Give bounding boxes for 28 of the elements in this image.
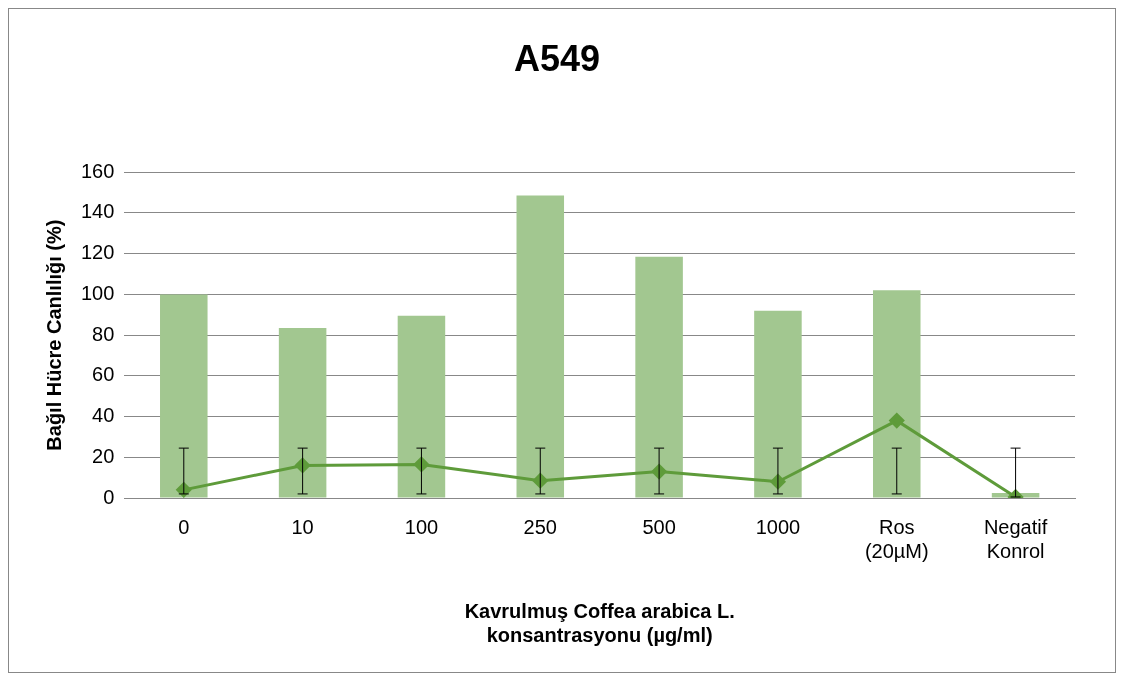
x-tick-label: Ros (20µM) (864, 515, 929, 562)
bar (635, 256, 683, 498)
y-tick-label: 80 (92, 322, 115, 345)
y-tick-label: 20 (92, 444, 115, 467)
x-axis-title: Kavrulmuş Coffea arabica L. konsantrasyonu (µg/ml) (464, 599, 735, 646)
bar (278, 327, 327, 498)
y-tick-label: 100 (80, 281, 115, 304)
x-tick-label: 250 (523, 515, 557, 538)
y-tick-label: 40 (92, 404, 115, 427)
y-tick-label: 0 (103, 485, 115, 508)
y-axis-title: Bağıl Hücre Canlılığı (%) (42, 219, 65, 451)
x-tick-label: Negatif Konrol (983, 515, 1048, 562)
x-tick-label: 100 (404, 515, 439, 538)
x-tick-label: 1000 (755, 515, 801, 538)
point (889, 413, 905, 429)
y-tick-label: 140 (80, 200, 115, 223)
bar (516, 195, 565, 498)
bar (754, 310, 802, 498)
x-tick-label: 500 (642, 515, 676, 538)
bar (872, 290, 921, 498)
x-tick-label: 10 (291, 515, 314, 538)
x-tick-label: 0 (178, 515, 190, 538)
chart-title: A549 (513, 37, 601, 79)
bar (160, 294, 208, 498)
y-tick-label: 120 (80, 241, 115, 264)
y-tick-label: 160 (80, 159, 115, 182)
bar (397, 315, 446, 498)
y-tick-label: 60 (92, 363, 115, 386)
